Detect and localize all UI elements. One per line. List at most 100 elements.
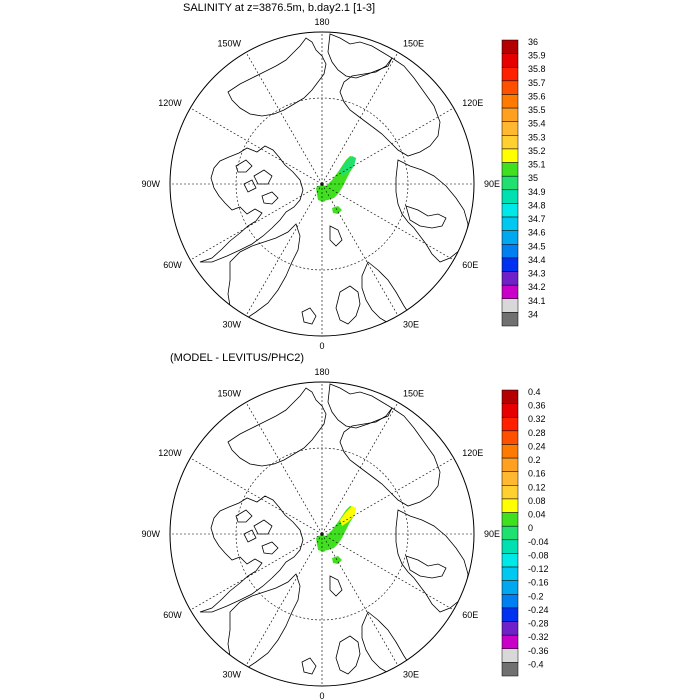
coastline (227, 573, 301, 671)
colorbar-label: 34.2 (528, 282, 546, 292)
colorbar-swatch (501, 416, 519, 432)
coastline (261, 191, 279, 205)
colorbar-label: 34.8 (528, 200, 546, 210)
coastline (395, 509, 469, 613)
colorbar-swatch (501, 189, 519, 204)
colorbar-swatch (501, 444, 519, 459)
longitude-label: 30W (222, 669, 241, 679)
longitude-label: 120W (158, 98, 182, 108)
colorbar-swatch (501, 284, 519, 300)
coastline (335, 635, 361, 675)
colorbar-label: -0.4 (528, 659, 544, 669)
colorbar-label: 35.3 (528, 132, 546, 142)
colorbar-label: 36 (528, 37, 538, 47)
colorbar-swatch (501, 539, 519, 554)
salinity-panel: SALINITY at z=3876.5m, b.day2.1 [1-3] 18… (141, 2, 546, 350)
longitude-label: 0 (319, 691, 324, 700)
longitude-label: 150E (403, 389, 424, 399)
longitude-label: 30E (403, 319, 419, 329)
colorbar-label: 35.1 (528, 160, 546, 170)
coastline (199, 145, 304, 263)
colorbar-label: 0 (528, 523, 533, 533)
coastline (395, 159, 469, 263)
colorbar-swatch (501, 525, 519, 541)
colorbar-label: -0.04 (528, 537, 549, 547)
coastline (227, 387, 327, 467)
polar-map: 180 150E 120E 90E 60E 30E 0 30W 60W 90W 120W 150W 36… (141, 17, 546, 350)
map-border (169, 381, 475, 687)
longitude-label: 180 (314, 17, 329, 27)
colorbar-swatch (501, 457, 519, 472)
colorbar-label: 35.7 (528, 78, 546, 88)
colorbar-swatch (501, 430, 519, 445)
colorbar-label: 35.2 (528, 146, 546, 156)
coastline (329, 225, 343, 247)
colorbar-label: 34.4 (528, 255, 546, 265)
colorbar-label: 0.36 (528, 401, 546, 411)
map-border (169, 31, 475, 337)
colorbar-label: -0.08 (528, 550, 549, 560)
longitude-label: 60W (163, 610, 182, 620)
salinity-field-patch (332, 206, 342, 214)
coastline (327, 383, 393, 429)
longitude-label: 90W (141, 179, 160, 189)
longitude-label: 150E (403, 39, 424, 49)
colorbar-swatch (501, 162, 519, 177)
polar-map: 180 150E 120E 90E 60E 30E 0 30W 60W 90W 120W 150W 0.… (141, 367, 549, 700)
longitude-label: 120E (462, 98, 483, 108)
coastline (227, 37, 327, 117)
colorbar-label: 0.08 (528, 496, 546, 506)
colorbar-label: 0.4 (528, 387, 541, 397)
longitude-label: 60E (462, 260, 478, 270)
coastline (199, 495, 304, 613)
colorbar-label: -0.32 (528, 632, 549, 642)
colorbar-label: 0.12 (528, 482, 546, 492)
coastline (405, 205, 447, 229)
colorbar-label: -0.28 (528, 619, 549, 629)
coastline (329, 575, 343, 597)
colorbar-label: 35.5 (528, 105, 546, 115)
colorbar-label: 34.3 (528, 269, 546, 279)
longitude-label: 90E (484, 179, 500, 189)
colorbar-label: 34 (528, 309, 538, 319)
colorbar-swatch (501, 312, 519, 327)
longitude-label: 30W (222, 319, 241, 329)
colorbar-swatch (501, 403, 519, 418)
colorbar-label: 0.16 (528, 469, 546, 479)
colorbar-label: 34.5 (528, 241, 546, 251)
colorbar: 0.4 0.36 0.32 0.28 0.24 0.2 0.16 0.12 0.08 0.04 0 -… (501, 387, 549, 677)
colorbar-swatch (501, 594, 519, 609)
longitude-label: 30E (403, 669, 419, 679)
colorbar-swatch (501, 203, 519, 218)
coastline (243, 179, 257, 193)
longitude-label: 150W (217, 389, 241, 399)
colorbar-swatch (501, 298, 519, 313)
colorbar-label: 35.8 (528, 64, 546, 74)
colorbar-swatch (501, 230, 519, 245)
colorbar-swatch (501, 634, 519, 650)
colorbar-swatch (501, 244, 519, 259)
colorbar-label: 0.32 (528, 414, 546, 424)
colorbar-label: -0.2 (528, 591, 544, 601)
panel-title: SALINITY at z=3876.5m, b.day2.1 [1-3] (183, 2, 376, 14)
coastline (235, 159, 253, 173)
longitude-label: 120E (462, 448, 483, 458)
colorbar-swatch (501, 80, 519, 95)
colorbar-swatch (501, 39, 519, 54)
colorbar-label: -0.12 (528, 564, 549, 574)
colorbar-label: 0.2 (528, 455, 541, 465)
colorbar-swatch (501, 148, 519, 163)
colorbar-swatch (501, 271, 519, 286)
colorbar-swatch (501, 121, 519, 136)
longitude-label: 90W (141, 529, 160, 539)
longitude-label: 120W (158, 448, 182, 458)
longitude-label: 150W (217, 39, 241, 49)
coastline (339, 57, 441, 157)
colorbar-swatch (501, 257, 519, 272)
coastline (235, 509, 253, 523)
colorbar-swatch (501, 580, 519, 595)
colorbar-label: -0.24 (528, 605, 549, 615)
coastline (243, 529, 257, 543)
colorbar-swatch (501, 66, 519, 82)
colorbar: 36 35.9 35.8 35.7 35.6 35.5 35.4 35.3 35.2 35.1 35… (501, 37, 546, 327)
